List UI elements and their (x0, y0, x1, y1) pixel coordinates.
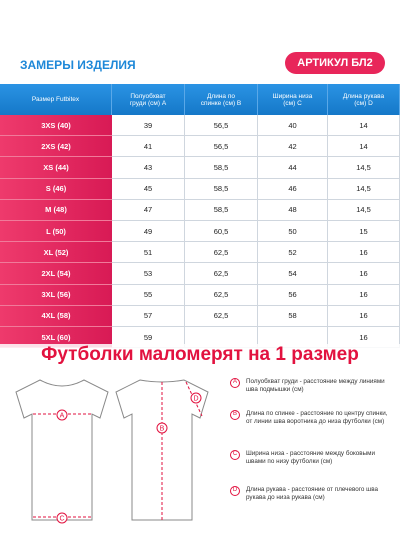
table-cell: 50 (258, 221, 328, 243)
table-cell: 55 (112, 284, 185, 306)
table-cell: 14 (328, 136, 400, 158)
table-cell: 14 (328, 115, 400, 137)
table-cell: 52 (258, 242, 328, 264)
table-cell: 39 (112, 115, 185, 137)
table-cell: 60,5 (185, 221, 258, 243)
marker (56, 409, 68, 421)
table-cell: 40 (258, 115, 328, 137)
size-label: 4XL (58) (0, 305, 112, 327)
tshirt-front (15, 379, 109, 521)
column-header: Длина по спинке (см) B (185, 84, 258, 115)
legend-letter: C (230, 450, 240, 460)
size-label: XL (52) (0, 242, 112, 264)
tshirt-back (115, 379, 209, 521)
size-label: 3XS (40) (0, 115, 112, 137)
legend-item: C Ширина низа - расстояние между боковыми… (230, 450, 395, 466)
marker (156, 422, 168, 434)
table-cell: 15 (328, 221, 400, 243)
column-header: Ширина низа (см) C (258, 84, 328, 115)
table-cell: 62,5 (185, 263, 258, 285)
table-cell: 48 (258, 199, 328, 221)
table-cell: 41 (112, 136, 185, 158)
column-header: Полуобхват груди (см) A (112, 84, 185, 115)
table-cell: 62,5 (185, 242, 258, 264)
column-header: Размер Futbitex (0, 84, 112, 115)
table-cell: 16 (328, 242, 400, 264)
diagram-letter: B (160, 426, 165, 433)
table-cell: 47 (112, 199, 185, 221)
size-label: S (46) (0, 178, 112, 200)
table-cell: 16 (328, 305, 400, 327)
size-label: 3XL (56) (0, 284, 112, 306)
table-cell: 62,5 (185, 284, 258, 306)
table-cell: 53 (112, 263, 185, 285)
table-cell: 56,5 (185, 136, 258, 158)
tshirt-diagram: A B C D (15, 379, 209, 524)
table-cell: 56 (258, 284, 328, 306)
size-label: M (48) (0, 199, 112, 221)
legend-text: Ширина низа - расстояние между боковыми … (246, 450, 375, 466)
article-badge: АРТИКУЛ БЛ2 (285, 52, 385, 74)
table-cell: 14,5 (328, 199, 400, 221)
legend-letter: A (230, 378, 240, 388)
size-label: 2XL (54) (0, 263, 112, 285)
legend-text: Полуобхват груди - расстояние между лини… (246, 378, 385, 394)
legend-letter: D (230, 486, 240, 496)
table-cell: 16 (328, 284, 400, 306)
table-cell: 49 (112, 221, 185, 243)
size-label: L (50) (0, 221, 112, 243)
legend-item: D Длина рукава - расстояние от плечевого … (230, 486, 395, 502)
diagram-letter: C (59, 516, 64, 523)
table-cell: 58 (258, 305, 328, 327)
table-cell: 43 (112, 157, 185, 179)
size-label: XS (44) (0, 157, 112, 179)
legend-letter: B (230, 410, 240, 420)
diagram-letter: D (193, 396, 198, 403)
table-cell: 56,5 (185, 115, 258, 137)
table-cell: 45 (112, 178, 185, 200)
column-header: Длина рукава (см) D (328, 84, 400, 115)
marker (56, 512, 68, 524)
table-cell: 46 (258, 178, 328, 200)
banner: Футболки маломерят на 1 размер (0, 344, 400, 366)
marker (190, 392, 202, 404)
legend-text: Длина по спинке - расстояние по центру с… (246, 410, 388, 426)
table-cell: 44 (258, 157, 328, 179)
table-cell: 62,5 (185, 305, 258, 327)
table-cell: 58,5 (185, 157, 258, 179)
table-cell: 54 (258, 263, 328, 285)
legend-item: A Полуобхват груди - расстояние между лин… (230, 378, 395, 394)
table-cell: 42 (258, 136, 328, 158)
legend-item: B Длина по спинке - расстояние по центру … (230, 410, 395, 426)
table-cell: 14,5 (328, 157, 400, 179)
table-cell: 58,5 (185, 199, 258, 221)
table-cell: 51 (112, 242, 185, 264)
diagram-letter: A (60, 413, 65, 420)
table-cell: 58,5 (185, 178, 258, 200)
legend-text: Длина рукава - расстояние от плечевого ш… (246, 486, 378, 502)
table-cell: 16 (328, 263, 400, 285)
size-label: 2XS (42) (0, 136, 112, 158)
table-cell: 57 (112, 305, 185, 327)
title: ЗАМЕРЫ ИЗДЕЛИЯ (20, 58, 136, 72)
table-cell: 14,5 (328, 178, 400, 200)
